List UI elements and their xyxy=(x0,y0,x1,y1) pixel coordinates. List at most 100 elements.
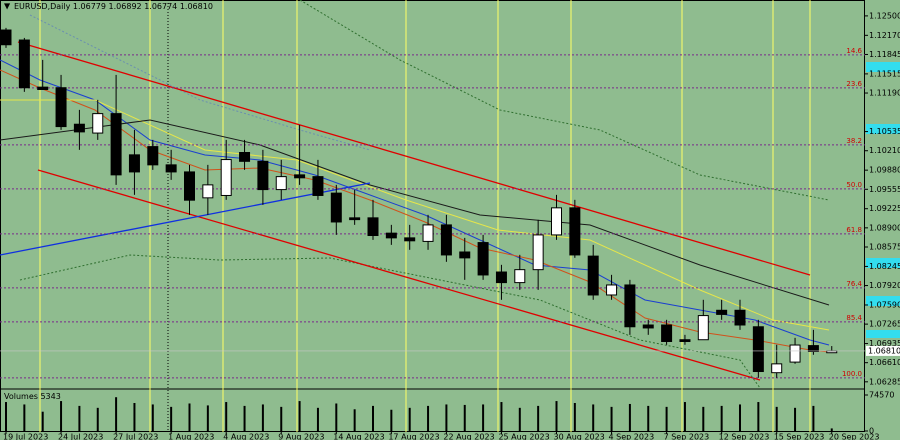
fib-label: 38.2 xyxy=(846,137,862,145)
candle-body xyxy=(440,224,452,256)
x-tick-label: 25 Aug 2023 xyxy=(498,433,549,440)
x-tick-label: 30 Aug 2023 xyxy=(554,433,605,440)
x-tick-label: 15 Sep 2023 xyxy=(774,433,825,440)
x-tick-label: 27 Jul 2023 xyxy=(113,433,158,440)
y-tick-label: 1.12500 xyxy=(869,11,900,20)
candle-body xyxy=(0,29,12,46)
candle-body xyxy=(477,242,489,276)
fib-label: 100.0 xyxy=(842,370,862,378)
menu-icon[interactable]: ▼ xyxy=(4,2,11,11)
candle-body xyxy=(587,255,599,296)
candle-body xyxy=(404,237,416,242)
fib-label: 14.6 xyxy=(846,47,862,55)
candle-body xyxy=(92,113,104,134)
y-tick-label: 1.06935 xyxy=(869,339,900,348)
candle-body xyxy=(257,160,269,191)
y-tick-label: 1.07265 xyxy=(869,320,900,329)
candle-body xyxy=(569,207,581,256)
candle-body xyxy=(661,324,673,342)
candle-body xyxy=(349,217,361,221)
y-tick-label: 1.09555 xyxy=(869,185,900,194)
x-tick-label: 4 Aug 2023 xyxy=(223,433,269,440)
volume-last: 5343 xyxy=(40,392,60,401)
high-label: 1.06892 xyxy=(109,2,142,11)
y-tick-label: 1.10535 xyxy=(869,127,900,136)
x-tick-label: 1 Aug 2023 xyxy=(168,433,214,440)
candle-body xyxy=(147,146,159,166)
candle-body xyxy=(184,171,195,201)
price-box-label: 1.06810 xyxy=(868,346,900,355)
candle-body xyxy=(752,326,764,373)
candle-body xyxy=(459,251,471,259)
candle-body xyxy=(55,87,67,128)
fib-label: 50.0 xyxy=(846,181,862,189)
x-tick-label: 14 Aug 2023 xyxy=(333,433,384,440)
trend-line xyxy=(0,182,371,256)
candle-body xyxy=(128,154,140,173)
plot-frame xyxy=(0,0,865,432)
y-tick-label: 1.11845 xyxy=(869,50,900,59)
candle-body xyxy=(807,345,819,352)
candle-body xyxy=(532,234,544,271)
fib-label: 76.4 xyxy=(846,280,862,288)
y-tick-label: 1.09225 xyxy=(869,204,900,213)
fib-label: 85.4 xyxy=(846,314,862,322)
candle-body xyxy=(18,39,30,89)
y-tick-label: 1.11515 xyxy=(869,69,900,78)
x-tick-label: 7 Sep 2023 xyxy=(664,433,710,440)
x-tick-label: 22 Aug 2023 xyxy=(443,433,494,440)
symbol: EURUSD,Daily xyxy=(14,2,71,11)
x-tick-label: 4 Sep 2023 xyxy=(609,433,655,440)
price-box xyxy=(866,345,900,356)
candle-body xyxy=(37,86,49,90)
x-tick-label: 12 Sep 2023 xyxy=(719,433,770,440)
volume-title: Volumes xyxy=(4,392,38,401)
open-label: 1.06779 xyxy=(73,2,106,11)
y-tick-label: 1.12170 xyxy=(869,31,900,40)
candle-body xyxy=(330,192,342,223)
candle-body xyxy=(110,113,122,176)
x-tick-label: 9 Aug 2023 xyxy=(278,433,324,440)
x-tick-label: 17 Aug 2023 xyxy=(388,433,439,440)
candle-body xyxy=(495,271,507,284)
candle-body xyxy=(551,207,562,236)
period-separators xyxy=(39,0,811,432)
y-tick-label: 1.08575 xyxy=(869,242,900,251)
y-tick-label: 1.06610 xyxy=(869,358,900,367)
y-tick-label: 1.07920 xyxy=(869,281,900,290)
candle-body xyxy=(789,344,801,363)
y-tick-label: 1.10210 xyxy=(869,146,900,155)
x-tick-label: 19 Jul 2023 xyxy=(3,433,48,440)
candle-body xyxy=(312,176,324,196)
y-tick-label: 1.11190 xyxy=(869,89,900,98)
y-tick-label: 1.08900 xyxy=(869,223,900,232)
candle-body xyxy=(716,309,728,315)
y-tick-label: 1.06285 xyxy=(869,377,900,386)
candle-body xyxy=(514,269,526,284)
fib-label: 23.6 xyxy=(846,80,862,88)
fib-label: 61.8 xyxy=(846,226,862,234)
volume-tick-label: 0 xyxy=(869,427,874,436)
candle-body xyxy=(73,123,85,133)
candle-body xyxy=(606,284,618,296)
x-tick-label: 24 Jul 2023 xyxy=(58,433,103,440)
candle-body xyxy=(422,224,434,242)
candle-body xyxy=(165,164,177,173)
candle-body xyxy=(385,232,397,239)
chart-header: EURUSD,Daily 1.06779 1.06892 1.06774 1.0… xyxy=(14,2,213,11)
candle-body xyxy=(679,339,691,342)
candle-body xyxy=(697,315,709,341)
trend-channel xyxy=(17,41,811,381)
candle-body xyxy=(734,309,746,326)
candle-body xyxy=(239,151,251,162)
y-tick-label: 1.07590 xyxy=(869,300,900,309)
candle-body xyxy=(220,159,232,196)
candle-body xyxy=(275,176,287,191)
x-tick-label: 20 Sep 2023 xyxy=(829,433,880,440)
y-tick-label: 1.09880 xyxy=(869,166,900,175)
candle-body xyxy=(367,217,379,237)
candle-body xyxy=(771,363,783,374)
volume-header: Volumes 5343 xyxy=(4,392,61,401)
candle-body xyxy=(294,174,306,179)
